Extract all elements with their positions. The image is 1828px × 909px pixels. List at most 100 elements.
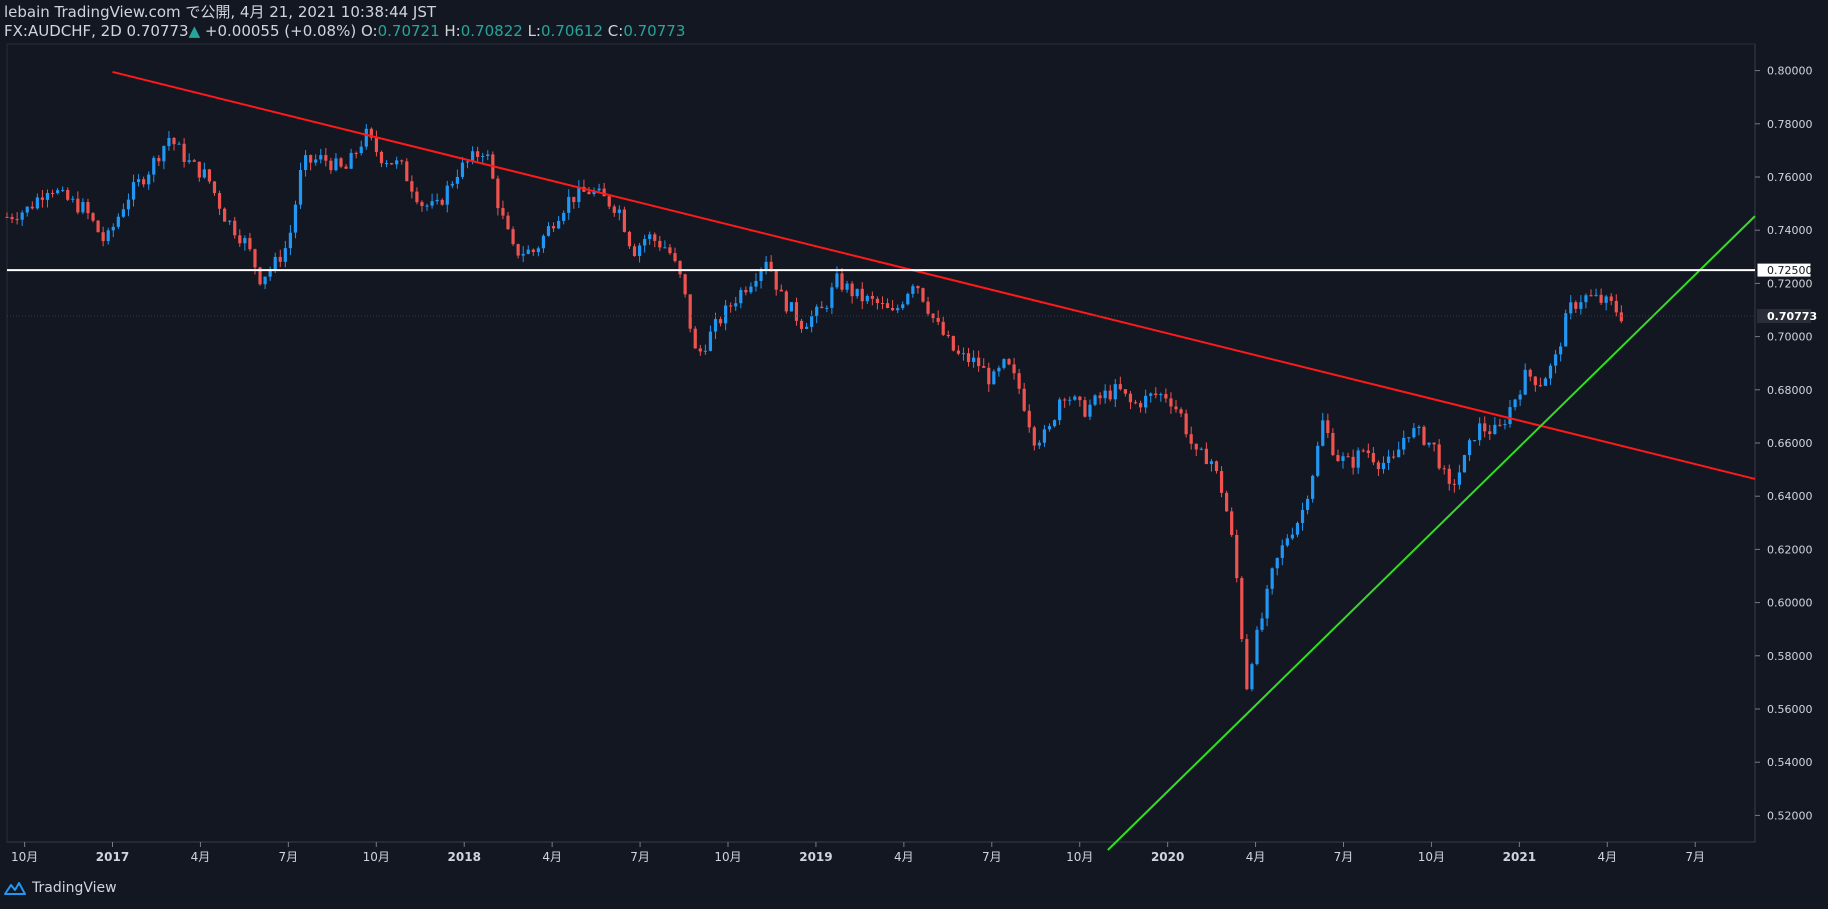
candle-body xyxy=(233,220,237,236)
candle-body xyxy=(1295,522,1300,535)
candle-body xyxy=(875,298,880,304)
candle-body xyxy=(688,294,692,329)
y-tick-label: 0.62000 xyxy=(1767,543,1813,556)
candle-body xyxy=(1589,295,1593,297)
candle-body xyxy=(1189,434,1193,444)
candle-body xyxy=(298,169,303,205)
candle-body xyxy=(648,234,652,239)
candle-body xyxy=(1326,420,1330,434)
candle-body xyxy=(384,163,389,165)
candle-body xyxy=(567,196,571,213)
candle-body xyxy=(1407,437,1411,439)
candle-body xyxy=(248,238,252,250)
candle-body xyxy=(197,161,201,178)
candle-body xyxy=(157,157,161,162)
ascending-trendline[interactable] xyxy=(1107,215,1756,851)
candle-body xyxy=(653,234,657,241)
candle-body xyxy=(435,199,439,202)
candle-body xyxy=(850,283,854,297)
candle-body xyxy=(15,219,19,221)
candle-body xyxy=(1594,294,1598,296)
candle-body xyxy=(1614,300,1618,313)
candle-body xyxy=(1042,429,1047,443)
candle-body xyxy=(162,146,166,162)
candle-body xyxy=(1543,378,1548,386)
candle-body xyxy=(1235,534,1239,579)
candle-body xyxy=(617,209,621,213)
candle-body xyxy=(329,160,333,171)
candle-body xyxy=(40,197,45,200)
y-tick-label: 0.52000 xyxy=(1767,809,1813,822)
candle-body xyxy=(1437,444,1441,469)
candle-body xyxy=(91,213,95,221)
candle-body xyxy=(30,206,34,209)
candle-body xyxy=(339,158,343,167)
candle-body xyxy=(481,155,485,157)
candle-body xyxy=(1022,388,1026,411)
close-label: C: xyxy=(607,22,624,40)
candle-body xyxy=(1214,461,1219,472)
candle-body xyxy=(673,253,677,262)
candle-body xyxy=(111,226,115,231)
candle-body xyxy=(440,199,444,205)
descending-trendline[interactable] xyxy=(112,70,1756,480)
candle-body xyxy=(460,162,465,177)
candle-body xyxy=(1503,424,1507,426)
candle-body xyxy=(1052,420,1057,427)
candle-body xyxy=(390,163,394,165)
candle-body xyxy=(1533,376,1537,386)
candle-body xyxy=(987,367,991,385)
candle-body xyxy=(172,137,176,145)
candle-body xyxy=(764,261,768,270)
candle-body xyxy=(658,240,662,248)
candle-body xyxy=(1027,410,1031,428)
time-axis[interactable]: 10月 2017 4月 7月 10月 2018 4月 7月 10月 2019 4月 7月 10月 2020… xyxy=(11,842,1705,864)
candle-body xyxy=(364,128,368,147)
candle-body xyxy=(1047,426,1052,430)
plot-frame xyxy=(6,43,1756,843)
candle-body xyxy=(1331,433,1335,456)
price-change: +0.00055 (+0.08%) xyxy=(204,22,357,40)
candle-body xyxy=(50,192,55,194)
candle-body xyxy=(1472,440,1477,442)
candle-body xyxy=(283,248,287,262)
open-label: O: xyxy=(360,22,378,40)
candle-body xyxy=(997,367,1001,372)
candle-body xyxy=(1321,420,1325,446)
y-tick-label: 0.60000 xyxy=(1767,597,1813,610)
candle-body xyxy=(1488,431,1492,435)
chart-header: lebain TradingView.com で公開, 4月 21, 2021 … xyxy=(4,3,685,41)
candle-body xyxy=(136,179,141,183)
price-axis[interactable]: 0.52000 0.54000 0.56000 0.58000 0.60000 0.620… xyxy=(1755,65,1817,823)
candle-body xyxy=(1442,468,1446,470)
candle-body xyxy=(1417,426,1421,429)
candle-body xyxy=(1564,313,1568,347)
candle-body xyxy=(1290,534,1295,539)
candle-body xyxy=(354,152,358,154)
x-tick-label: 4月 xyxy=(1597,850,1617,864)
candle-body xyxy=(1538,385,1542,387)
candle-body xyxy=(820,306,824,309)
candle-body xyxy=(1174,406,1178,410)
candle-body xyxy=(1128,393,1133,403)
candle-body xyxy=(1240,578,1244,640)
candle-body xyxy=(1275,557,1279,569)
candle-body xyxy=(1397,449,1401,458)
candle-body xyxy=(551,226,556,229)
drawings[interactable] xyxy=(7,70,1756,851)
candle-body xyxy=(1154,393,1158,396)
candle-body xyxy=(324,155,328,161)
candle-body xyxy=(425,205,429,207)
candle-body xyxy=(66,189,70,200)
candle-body xyxy=(1219,471,1224,493)
candle-body xyxy=(870,296,874,299)
candle-body xyxy=(744,290,748,293)
candle-body xyxy=(1123,389,1128,394)
candle-body xyxy=(1483,423,1487,432)
candle-body xyxy=(845,283,849,290)
candle-body xyxy=(116,216,120,227)
candle-body xyxy=(941,321,945,335)
candle-body xyxy=(486,154,490,156)
candle-body xyxy=(572,196,576,203)
